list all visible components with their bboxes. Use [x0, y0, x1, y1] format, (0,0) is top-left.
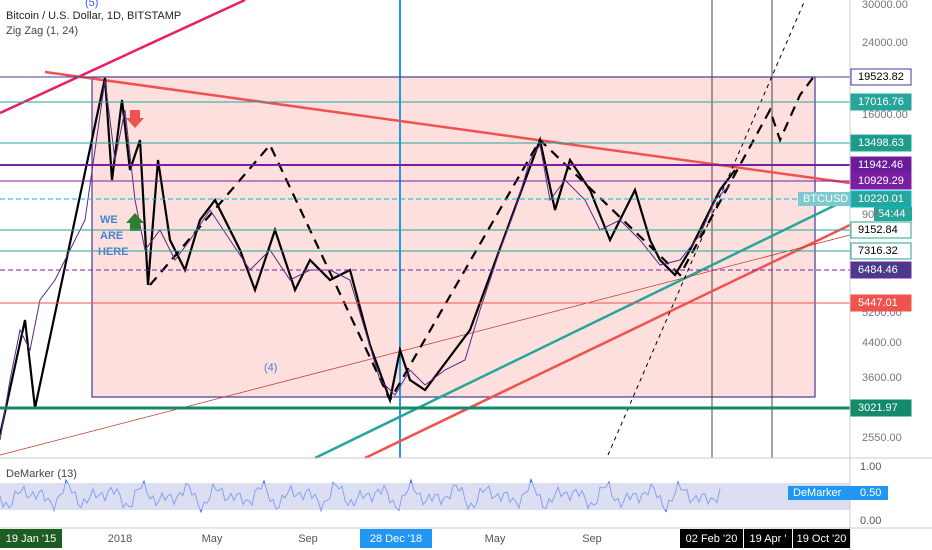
level-label: 7316.32: [858, 245, 898, 257]
trend-line: [0, 234, 851, 456]
price-tick: 4400.00: [862, 337, 902, 349]
level-tag: [850, 68, 912, 86]
annotation: WE: [100, 214, 118, 226]
time-marker: [744, 529, 792, 548]
time-marker-label: 19 Oct '20: [797, 533, 847, 545]
level-tag: [850, 221, 912, 239]
level-label: 6484.46: [858, 264, 898, 276]
level-label: 11942.46: [858, 159, 903, 171]
down-arrow: [126, 110, 144, 128]
countdown: 54:44: [878, 208, 906, 220]
drawings: WE ARE HERE (4) (5): [0, 0, 851, 514]
indicator-tick: 0.00: [860, 515, 881, 527]
level-tag: [850, 134, 912, 152]
level-label: 10929.29: [858, 175, 904, 187]
price-tick: 16000.00: [862, 109, 908, 121]
trend-line: [0, 0, 246, 115]
time-marker: [360, 529, 432, 548]
price-line: [0, 79, 731, 441]
zigzag: [0, 77, 736, 436]
time-marker-label: 19 Apr ': [750, 533, 787, 545]
indicator-tag-value: 0.50: [860, 487, 881, 499]
level-label: 19523.82: [858, 71, 904, 83]
level-label: 3021.97: [858, 402, 898, 414]
indicator-title: DeMarker (13): [6, 468, 77, 480]
symbol-tag-text: BTCUSD: [803, 193, 848, 205]
indicator-band: [0, 483, 850, 510]
indicator-tag-name: DeMarker: [793, 487, 842, 499]
time-marker-label: 19 Jan '15: [6, 533, 56, 545]
level-tag: [850, 242, 912, 260]
level-label: 13498.63: [858, 137, 904, 149]
price-tick: 900: [862, 209, 880, 221]
time-tick: Sep: [298, 533, 318, 545]
time-marker: [680, 529, 743, 548]
countdown-box: [874, 207, 912, 221]
level-tag: [850, 261, 912, 279]
time-tick: May: [485, 533, 506, 545]
annotation: (5): [85, 0, 98, 9]
annotation: (4): [264, 362, 277, 374]
symbol-tag: [798, 192, 850, 206]
level-label: 9152.84: [858, 224, 898, 236]
level-tag: [850, 93, 912, 111]
range-box: [91, 76, 816, 398]
time-marker: [0, 529, 62, 548]
indicator-tick: 1.00: [860, 461, 881, 473]
trend-line: [364, 223, 851, 460]
level-label: 5447.01: [858, 297, 898, 309]
trend-line: [314, 196, 851, 460]
time-tick: May: [202, 533, 223, 545]
price-tick: 30000.00: [862, 0, 908, 11]
up-arrow: [126, 213, 144, 231]
time-tick: 2018: [108, 533, 132, 545]
level-tag: [850, 294, 912, 312]
time-marker-label: 02 Feb '20: [686, 533, 738, 545]
price-tick: 2550.00: [862, 432, 902, 444]
indicator-label: Zig Zag (1, 24): [6, 25, 78, 37]
time-marker-label: 28 Dec '18: [370, 533, 422, 545]
price-tick: 24000.00: [862, 37, 908, 49]
annotation: ARE: [100, 230, 123, 242]
level-tag: [850, 172, 912, 190]
level-tag: [850, 399, 912, 417]
annotation: HERE: [98, 246, 129, 258]
indicator-tag: [788, 486, 888, 500]
level-tag: [850, 190, 912, 208]
time-marker: [793, 529, 850, 548]
level-label: 10220.01: [858, 193, 904, 205]
level-label: 17016.76: [858, 96, 904, 108]
price-tick: 3600.00: [862, 372, 902, 384]
chart-title: Bitcoin / U.S. Dollar, 1D, BITSTAMP: [6, 10, 181, 22]
time-tick: Sep: [582, 533, 602, 545]
projection: [607, 0, 806, 456]
